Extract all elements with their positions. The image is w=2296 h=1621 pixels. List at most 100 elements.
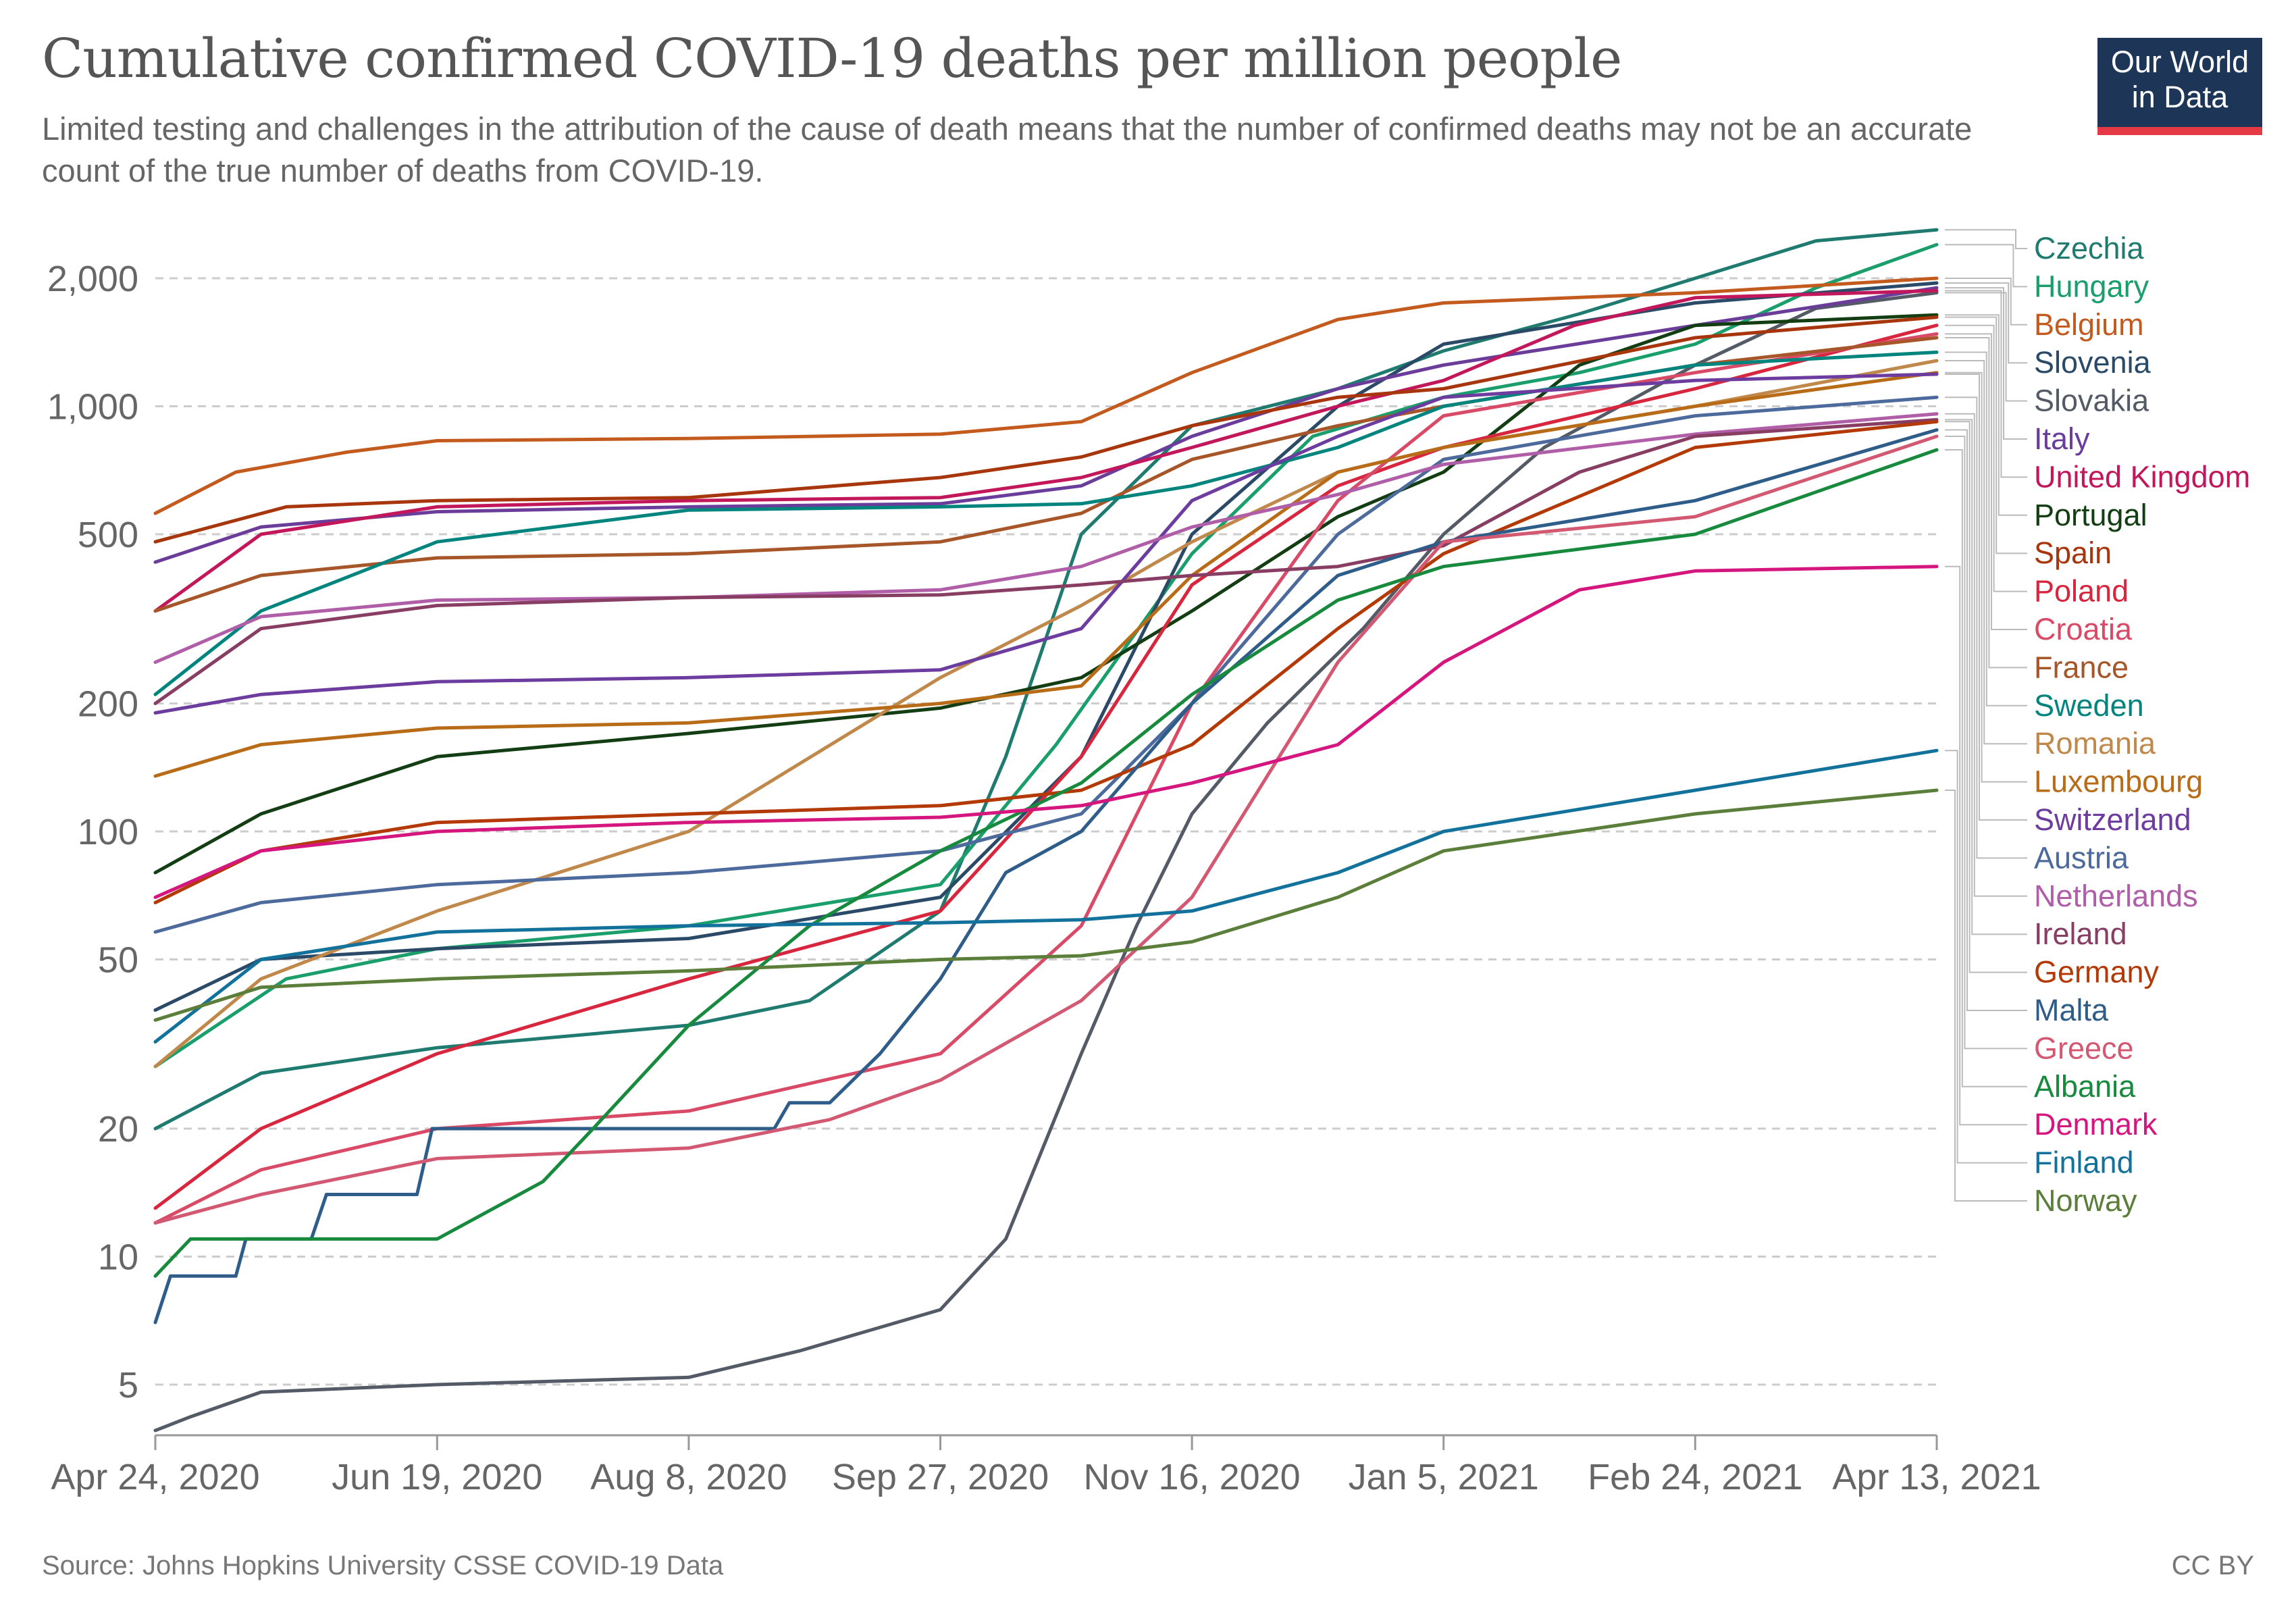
- legend-item-germany[interactable]: Germany: [2034, 955, 2160, 989]
- series-line-romania[interactable]: [153, 359, 1939, 1069]
- x-axis: Apr 24, 2020 Jun 19, 2020 Aug 8, 2020 Sep 2…: [51, 1434, 2041, 1497]
- series-line-belgium[interactable]: [153, 276, 1939, 515]
- series-line-croatia[interactable]: [153, 332, 1939, 1225]
- legend-item-italy[interactable]: Italy: [2034, 421, 2090, 456]
- series-line-austria[interactable]: [153, 395, 1939, 934]
- x-tick-label: Aug 8, 2020: [590, 1457, 787, 1497]
- legend-connector: [1945, 333, 2027, 630]
- legend-connector: [1945, 287, 2027, 440]
- legend-connector: [1945, 374, 2027, 821]
- legend-connector: [1945, 565, 2027, 1126]
- series-line-czechia[interactable]: [153, 228, 1939, 1131]
- series-line-ireland[interactable]: [153, 417, 1939, 705]
- series-line-germany[interactable]: [153, 419, 1939, 904]
- legend-item-belgium[interactable]: Belgium: [2034, 307, 2144, 342]
- legend-item-greece[interactable]: Greece: [2034, 1031, 2134, 1065]
- series-line-poland[interactable]: [153, 324, 1939, 1210]
- legend-connector: [1945, 790, 2027, 1202]
- legend-connector: [1945, 229, 2027, 249]
- legend-connector: [1945, 421, 2027, 973]
- legend-item-luxembourg[interactable]: Luxembourg: [2034, 765, 2203, 799]
- legend-item-united-kingdom[interactable]: United Kingdom: [2034, 459, 2250, 494]
- series-line-slovenia[interactable]: [153, 281, 1939, 1012]
- legend-item-finland[interactable]: Finland: [2034, 1146, 2134, 1180]
- series-line-malta[interactable]: [153, 428, 1939, 1324]
- series-line-spain[interactable]: [153, 315, 1939, 544]
- legend-connector: [1945, 351, 2027, 706]
- legend-item-slovakia[interactable]: Slovakia: [2034, 384, 2149, 418]
- series-line-albania[interactable]: [153, 448, 1939, 1278]
- legend-item-slovenia[interactable]: Slovenia: [2034, 345, 2151, 380]
- legend-connector: [1945, 371, 2027, 783]
- legend-connector: [1945, 316, 2027, 555]
- series-line-slovakia[interactable]: [153, 290, 1939, 1433]
- legend-item-czechia[interactable]: Czechia: [2034, 231, 2145, 265]
- legend-item-spain[interactable]: Spain: [2034, 536, 2112, 570]
- series-line-norway[interactable]: [153, 788, 1939, 1022]
- legend-item-austria[interactable]: Austria: [2034, 840, 2129, 875]
- y-tick-label: 200: [78, 684, 138, 725]
- logo-line-2: in Data: [2131, 80, 2228, 114]
- legend-item-ireland[interactable]: Ireland: [2034, 917, 2127, 951]
- y-tick-label: 50: [98, 940, 138, 980]
- x-tick-label: Nov 16, 2020: [1083, 1457, 1300, 1497]
- legend-item-sweden[interactable]: Sweden: [2034, 688, 2144, 723]
- legend-item-albania[interactable]: Albania: [2034, 1069, 2136, 1104]
- legend-connector: [1945, 244, 2027, 288]
- legend-item-norway[interactable]: Norway: [2034, 1183, 2137, 1218]
- legend-connector: [1945, 278, 2027, 326]
- legend-item-france[interactable]: France: [2034, 650, 2129, 684]
- series-line-netherlands[interactable]: [153, 412, 1939, 664]
- series-line-portugal[interactable]: [153, 313, 1939, 875]
- legend-item-switzerland[interactable]: Switzerland: [2034, 802, 2191, 837]
- series-line-greece[interactable]: [153, 434, 1939, 1225]
- series-lines: [153, 228, 1939, 1433]
- legend-connector: [1945, 360, 2027, 745]
- y-tick-label: 100: [78, 812, 138, 852]
- x-tick-label: Feb 24, 2021: [1588, 1457, 1802, 1497]
- series-line-finland[interactable]: [153, 748, 1939, 1044]
- legend-connector: [1945, 429, 2027, 1011]
- legend-connector: [1945, 282, 2027, 364]
- legend-item-malta[interactable]: Malta: [2034, 993, 2109, 1027]
- x-tick-label: Jun 19, 2020: [332, 1457, 542, 1497]
- legend-connectors: [1945, 229, 2027, 1202]
- legend-connector: [1945, 419, 2027, 935]
- y-tick-label: 1,000: [47, 387, 138, 428]
- legend-connector: [1945, 314, 2027, 516]
- legend-connector: [1945, 436, 2027, 1050]
- chart-title: Cumulative confirmed COVID-19 deaths per…: [42, 27, 1622, 90]
- legend-item-denmark[interactable]: Denmark: [2034, 1107, 2158, 1141]
- series-line-united-kingdom[interactable]: [153, 288, 1939, 613]
- legend-connector: [1945, 292, 2027, 402]
- legend-connector: [1945, 413, 2027, 897]
- license-link[interactable]: CC BY: [2171, 1551, 2254, 1580]
- legend-item-romania[interactable]: Romania: [2034, 726, 2156, 761]
- x-tick-label: Jan 5, 2021: [1349, 1457, 1539, 1497]
- logo-line-1: Our World: [2110, 45, 2249, 79]
- legend-item-poland[interactable]: Poland: [2034, 574, 2129, 609]
- legend-item-croatia[interactable]: Croatia: [2034, 612, 2133, 646]
- legend-connector: [1945, 449, 2027, 1087]
- series-line-luxembourg[interactable]: [153, 371, 1939, 778]
- y-tick-label: 5: [118, 1365, 138, 1406]
- legend-item-netherlands[interactable]: Netherlands: [2034, 879, 2198, 913]
- legend-connector: [1945, 396, 2027, 859]
- legend-item-hungary[interactable]: Hungary: [2034, 269, 2149, 303]
- x-tick-label: Apr 13, 2021: [1832, 1457, 2041, 1497]
- x-tick-label: Apr 24, 2020: [51, 1457, 259, 1497]
- y-tick-label: 20: [98, 1109, 138, 1150]
- series-line-denmark[interactable]: [153, 565, 1939, 899]
- series-line-switzerland[interactable]: [153, 372, 1939, 715]
- legend-item-portugal[interactable]: Portugal: [2034, 498, 2147, 532]
- x-tick-label: Sep 27, 2020: [832, 1457, 1049, 1497]
- legend-connector: [1945, 337, 2027, 669]
- y-tick-label: 2,000: [47, 259, 138, 299]
- chart-subtitle: Limited testing and challenges in the at…: [42, 111, 1973, 188]
- owid-logo[interactable]: Our World in Data: [2097, 38, 2262, 135]
- y-tick-label: 10: [98, 1237, 138, 1277]
- legend-connector: [1945, 290, 2027, 478]
- y-tick-label: 500: [78, 515, 138, 555]
